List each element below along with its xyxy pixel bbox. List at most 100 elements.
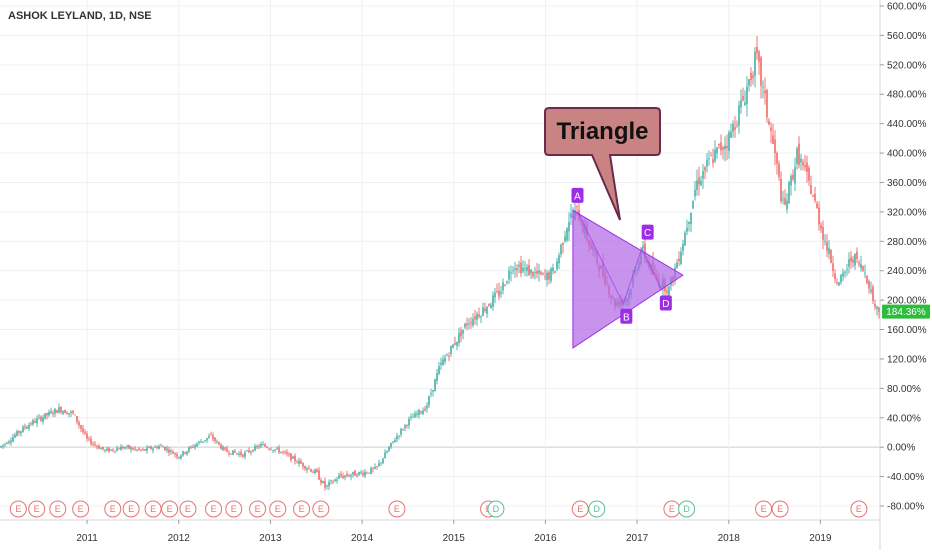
earnings-event-icon[interactable]: E — [72, 500, 90, 518]
earnings-event-icon[interactable]: E — [161, 500, 179, 518]
candle-body — [864, 272, 866, 274]
candle-body — [342, 476, 344, 478]
candle-body — [876, 306, 878, 309]
candle-body — [412, 417, 414, 419]
x-tick-label: 2017 — [626, 533, 649, 544]
earnings-event-icon[interactable]: E — [755, 500, 773, 518]
candle-body — [814, 194, 816, 201]
candle-body — [74, 414, 76, 416]
event-label: E — [255, 504, 261, 514]
event-label: E — [299, 504, 305, 514]
candle-body — [474, 316, 476, 320]
candle-body — [866, 275, 868, 284]
y-tick-label: 160.00% — [887, 325, 927, 336]
candle-body — [264, 444, 266, 447]
event-label: E — [15, 504, 21, 514]
candle-body — [198, 441, 200, 443]
earnings-event-icon[interactable]: E — [571, 500, 589, 518]
event-circle — [49, 500, 67, 518]
earnings-event-icon[interactable]: E — [771, 500, 789, 518]
candle-body — [360, 472, 362, 474]
x-tick-label: 2011 — [76, 533, 98, 544]
event-circle — [9, 500, 27, 518]
candle-body — [486, 307, 488, 314]
candle-body — [106, 448, 108, 451]
candle-body — [52, 413, 54, 415]
event-circle — [179, 500, 197, 518]
dividend-event-icon[interactable]: D — [678, 500, 696, 518]
earnings-event-icon[interactable]: E — [249, 500, 267, 518]
candle-body — [822, 227, 824, 240]
earnings-event-icon[interactable]: E — [144, 500, 162, 518]
y-tick-label: 200.00% — [887, 296, 927, 307]
candle-body — [690, 212, 692, 225]
candle-body — [242, 454, 244, 457]
candle-body — [704, 167, 706, 171]
candle-body — [456, 341, 458, 346]
candle-body — [512, 270, 514, 272]
earnings-event-icon[interactable]: E — [663, 500, 681, 518]
candle-body — [538, 270, 540, 274]
earnings-event-icon[interactable]: E — [312, 500, 330, 518]
candle-body — [542, 273, 544, 274]
candle-body — [266, 446, 268, 448]
price-axis[interactable]: 600.00% 560.00% 520.00% 480.00% 440.00% 400.0… — [879, 0, 927, 550]
candle-body — [836, 282, 838, 284]
candle-body — [372, 468, 374, 469]
earnings-event-icon[interactable]: E — [122, 500, 140, 518]
candle-body — [34, 421, 36, 423]
y-tick-label: 560.00% — [887, 31, 927, 42]
earnings-event-icon[interactable]: E — [269, 500, 287, 518]
time-axis[interactable]: 2011 2012 2013 2014 2015 2016 2017 2018 2019 — [0, 519, 880, 544]
candle-body — [554, 271, 556, 273]
pattern-path — [577, 211, 663, 306]
event-label: E — [318, 504, 324, 514]
candle-body — [92, 443, 94, 445]
dividend-event-icon[interactable]: D — [588, 500, 606, 518]
candle-body — [858, 262, 860, 265]
candle-body — [558, 255, 560, 264]
candle-body — [566, 228, 568, 241]
earnings-event-icon[interactable]: E — [9, 500, 27, 518]
earnings-event-icon[interactable]: E — [388, 500, 406, 518]
earnings-event-icon[interactable]: E — [850, 500, 868, 518]
candle-body — [562, 242, 564, 245]
candle-body — [832, 263, 834, 271]
candle-body — [466, 323, 468, 326]
candle-body — [14, 434, 16, 438]
candle-body — [788, 182, 790, 204]
point-label-bg — [571, 187, 584, 203]
candle-body — [130, 447, 132, 450]
candle-body — [476, 314, 478, 320]
earnings-event-icon[interactable]: E — [104, 500, 122, 518]
candle-body — [870, 289, 872, 292]
point-label-a: A — [571, 187, 584, 203]
candle-body — [148, 447, 150, 449]
earnings-event-icon[interactable]: E — [205, 500, 223, 518]
candle-body — [852, 259, 854, 263]
candle-body — [758, 51, 760, 62]
candle-body — [82, 428, 84, 433]
candle-body — [828, 248, 830, 254]
event-label: D — [493, 504, 500, 514]
candle-body — [406, 425, 408, 427]
candle-body — [738, 105, 740, 126]
earnings-event-icon[interactable]: E — [28, 500, 46, 518]
candle-body — [226, 448, 228, 452]
candle-body — [220, 444, 222, 449]
candle-body — [224, 447, 226, 449]
candle-body — [480, 316, 482, 318]
event-label: E — [211, 504, 217, 514]
earnings-event-icon[interactable]: E — [49, 500, 67, 518]
earnings-event-icon[interactable]: E — [293, 500, 311, 518]
earnings-event-icon[interactable]: E — [225, 500, 243, 518]
candle-body — [68, 412, 70, 415]
earnings-event-icon[interactable]: E — [179, 500, 197, 518]
candle-body — [414, 413, 416, 418]
dividend-event-icon[interactable]: D — [487, 500, 505, 518]
event-circle — [312, 500, 330, 518]
candle-body — [212, 435, 214, 440]
candle-body — [284, 451, 286, 453]
